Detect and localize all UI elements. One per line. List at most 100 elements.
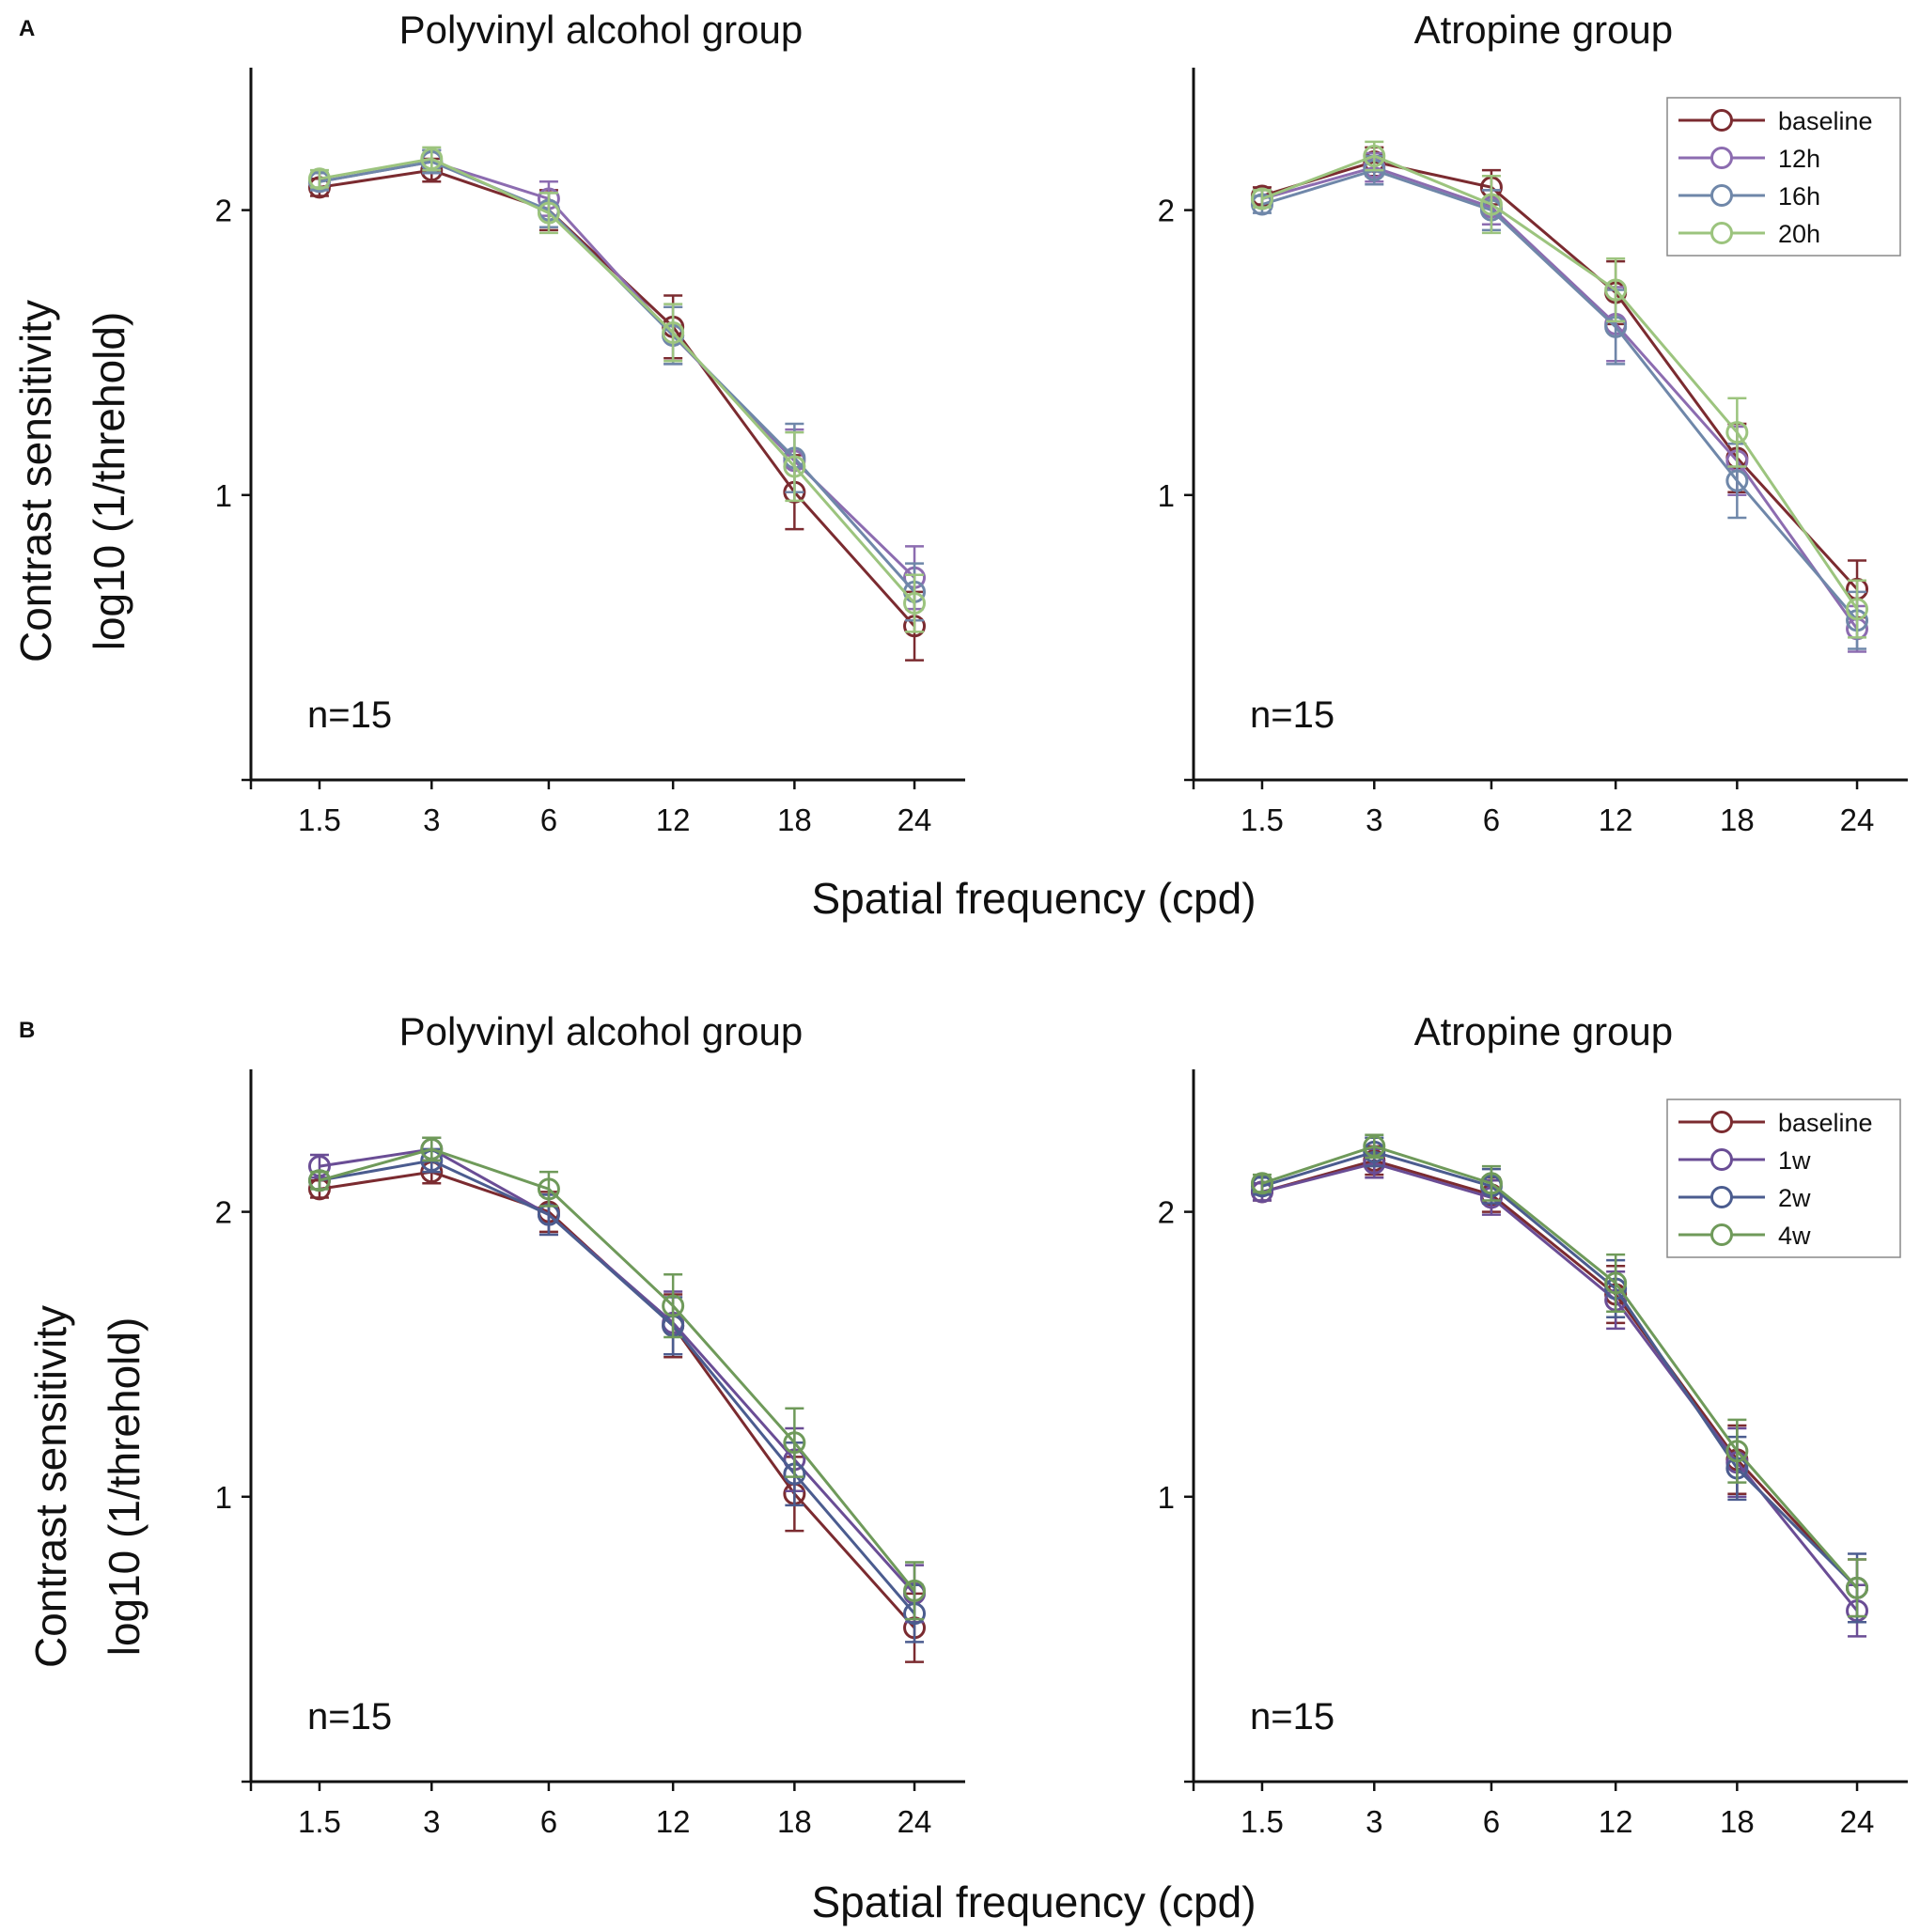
n-label: n=15 [1250,694,1335,736]
x-tick-label: 3 [423,802,440,837]
series-20h [307,146,927,633]
x-tick-label: 24 [898,1804,932,1839]
series-baseline [307,1159,927,1663]
chart-title: Polyvinyl alcohol group [399,1009,804,1053]
legend-item-2w: 2w [1678,1184,1811,1212]
y-axis-label-line1: Contrast sensitivity [11,300,60,662]
x-axis-label-row-b: Spatial frequency (cpd) [811,1877,1256,1926]
x-tick-label: 18 [777,1804,812,1839]
series-4w [307,1136,927,1621]
panel-letter-b: B [19,1018,35,1043]
y-tick-label: 1 [215,478,232,513]
y-axis-label-row-b: Contrast sensitivity log10 (1/threhold) [26,1305,148,1668]
x-tick-label: 1.5 [298,1804,341,1839]
series-20h [1250,140,1869,639]
legend-item-16h: 16h [1678,182,1820,210]
chart-title: Atropine group [1414,8,1674,52]
series-line [319,160,916,579]
x-tick-label: 12 [656,1804,691,1839]
y-tick-label: 2 [1158,1195,1175,1230]
data-point [1604,278,1628,302]
y-tick-label: 2 [215,1195,232,1230]
data-point [1479,193,1503,216]
series-2w [307,1147,927,1644]
y-axis-label-line1: Contrast sensitivity [26,1305,75,1668]
x-tick-label: 3 [423,1804,440,1839]
legend-item-baseline: baseline [1678,1109,1873,1137]
data-point [662,320,685,344]
y-axis-label-line2: log10 (1/threhold) [85,312,133,651]
series-12h [307,148,927,611]
data-point [1250,1172,1273,1195]
data-point [662,1294,685,1317]
legend-label: 4w [1778,1222,1811,1250]
legend-swatch-marker [1710,1223,1733,1246]
series-baseline [307,157,927,662]
legend-item-4w: 4w [1678,1222,1811,1250]
data-point [1725,1440,1749,1463]
data-point [1846,1576,1869,1599]
x-tick-label: 12 [1599,1804,1633,1839]
series-16h [1250,154,1869,650]
series-line [319,168,916,628]
series-16h [307,148,927,622]
series-line [1261,160,1859,590]
chart-title: Polyvinyl alcohol group [399,8,804,52]
data-point [307,1169,331,1192]
data-point [537,201,560,225]
y-tick-label: 1 [1158,478,1175,513]
x-tick-label: 1.5 [298,802,341,837]
legend-label: baseline [1778,1109,1873,1137]
y-axis-label-line2: log10 (1/threhold) [100,1317,148,1657]
legend-swatch-marker [1710,147,1733,169]
legend-label: 16h [1778,182,1820,210]
x-tick-label: 3 [1366,802,1382,837]
n-label: n=15 [307,1696,392,1737]
legend-swatch-marker [1710,184,1733,207]
data-point [1725,421,1749,444]
data-point [783,1431,806,1455]
x-tick-label: 1.5 [1241,1804,1284,1839]
legend-box [1666,1098,1901,1258]
x-tick-label: 6 [540,1804,557,1839]
legend-label: 20h [1778,220,1820,248]
legend-swatch-marker [1710,1186,1733,1208]
legend-item-12h: 12h [1678,145,1820,173]
data-point [1363,1134,1386,1158]
series-line [1261,1159,1859,1589]
data-point [1363,144,1386,167]
data-point [307,167,331,191]
series-line [1261,168,1859,622]
x-tick-label: 18 [777,802,812,837]
legend-item-baseline: baseline [1678,107,1873,135]
legend-label: 12h [1778,145,1820,173]
data-point [1479,1172,1503,1195]
x-tick-label: 6 [1483,1804,1500,1839]
series-line [319,1170,916,1629]
series-line [1261,1145,1859,1589]
x-tick-label: 1.5 [1241,802,1284,837]
y-axis-label-row-a: Contrast sensitivity log10 (1/threhold) [11,300,133,662]
data-point [903,592,927,615]
x-tick-label: 18 [1720,802,1755,837]
y-tick-label: 1 [1158,1480,1175,1515]
x-tick-label: 6 [540,802,557,837]
y-tick-label: 2 [1158,194,1175,228]
series-line [1261,1150,1859,1589]
legend-swatch-marker [1710,109,1733,132]
series-1w [307,1136,927,1624]
legend: baseline 1w 2w 4w [1666,1098,1901,1258]
y-tick-label: 2 [215,194,232,228]
legend-swatch-marker [1710,1111,1733,1133]
data-point [1725,469,1749,492]
series-line [1261,165,1859,631]
legend-label: 1w [1778,1146,1811,1175]
series-line [319,1159,916,1615]
series-4w [1250,1133,1869,1618]
series-line [319,1147,916,1592]
x-tick-label: 12 [656,802,691,837]
